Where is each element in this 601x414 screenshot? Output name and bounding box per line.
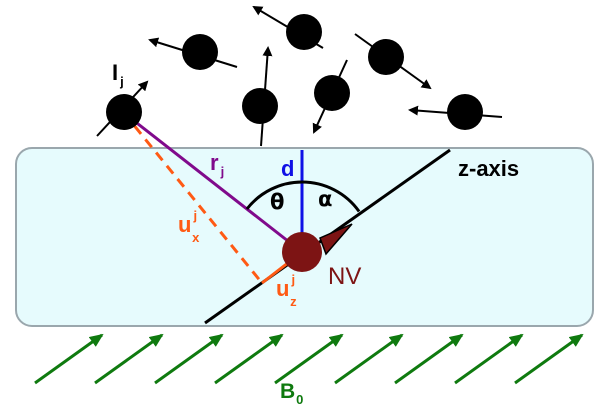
nuclear-spin (242, 46, 278, 147)
alpha-arc (301, 180, 361, 213)
field-arrow (334, 333, 404, 385)
r-vector-label-subscript: j (220, 164, 225, 179)
field-arrow (34, 333, 104, 385)
theta-label: θ (270, 190, 284, 214)
uz-label-superscript: j (290, 272, 295, 287)
field-arrow (154, 333, 224, 385)
theta-arc (245, 180, 303, 210)
d-label: d (281, 156, 294, 181)
nuclear-spin (354, 33, 432, 90)
nv-center (282, 232, 322, 272)
b0-label: B0 (280, 380, 303, 407)
field-arrow (214, 333, 284, 385)
z-axis-label: z-axis (458, 156, 519, 181)
nv-orientation-arrow (319, 223, 353, 256)
alpha-label: α (318, 187, 332, 211)
field-arrow (94, 333, 164, 385)
nuclear-spin (252, 5, 324, 50)
nuclear-spin (148, 34, 238, 70)
field-arrow (514, 333, 584, 385)
ux-component-line (122, 112, 264, 284)
nuclear-spin (312, 59, 350, 134)
spin-label-subscript: j (119, 74, 124, 89)
nuclear-spin (408, 94, 503, 130)
ux-label-subscript: x (192, 230, 200, 245)
r-vector-line (123, 111, 303, 254)
b0-label-subscript: 0 (296, 392, 303, 407)
uz-label-subscript: z (290, 294, 297, 309)
field-arrow (454, 333, 524, 385)
field-arrow (274, 333, 344, 385)
b0-field-arrows (34, 333, 584, 385)
nv-label: NV (328, 263, 361, 290)
nuclear-spin-labeled (96, 80, 149, 137)
field-arrow (394, 333, 464, 385)
ux-label-superscript: j (192, 208, 197, 223)
